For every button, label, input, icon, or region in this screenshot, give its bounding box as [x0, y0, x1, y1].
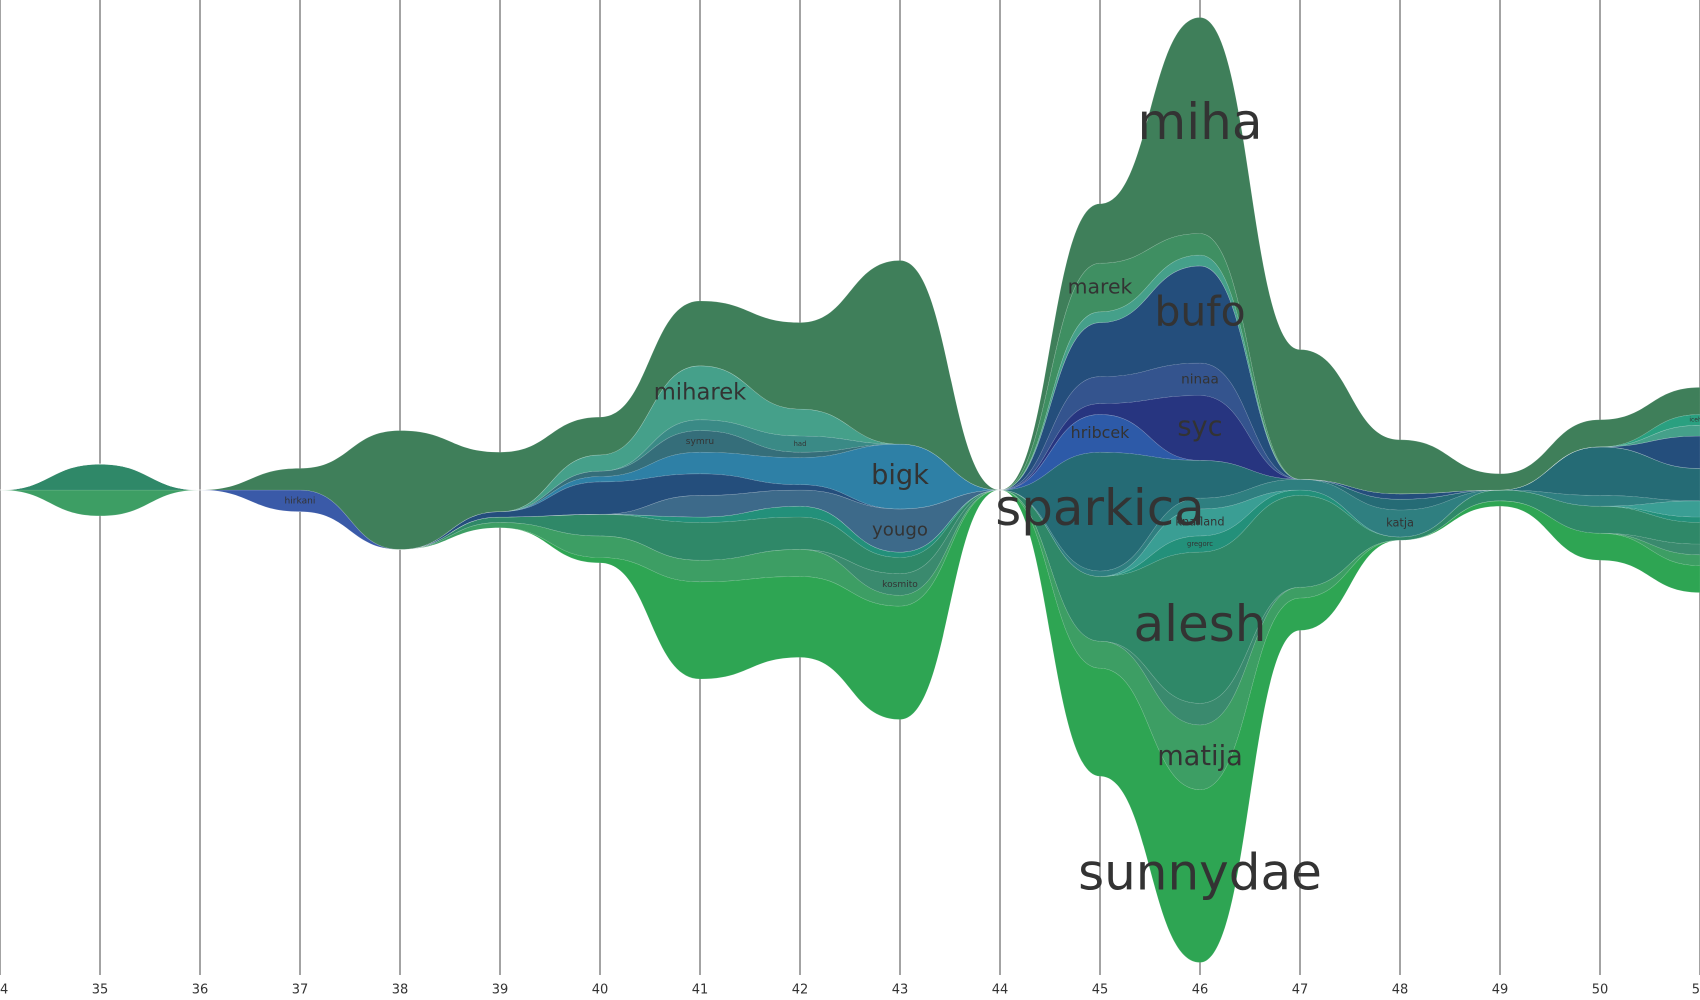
stream-layer — [0, 489, 1700, 963]
x-tick-label: 35 — [92, 983, 109, 998]
x-tick-label: 44 — [992, 983, 1009, 998]
x-tick-label: 39 — [492, 983, 509, 998]
stream-layer — [0, 463, 1700, 704]
x-tick-label: 41 — [692, 983, 709, 998]
legend-label: had — [794, 440, 807, 448]
x-tick-label: 36 — [192, 983, 209, 998]
stream-layer — [0, 489, 1700, 726]
legend-label: syc — [1177, 411, 1222, 442]
legend-label: matija — [1157, 741, 1243, 772]
x-tick-label: 43 — [892, 983, 909, 998]
x-tick-label: 46 — [1192, 983, 1209, 998]
legend-label: iceheki — [1689, 416, 1700, 423]
legend-label: knafland — [1175, 514, 1224, 528]
x-tick-label: 45 — [1092, 983, 1109, 998]
legend-label: sunnydae — [1078, 844, 1322, 902]
stream-layer — [0, 446, 1700, 572]
legend-label: kosmito — [882, 580, 918, 590]
legend-label: bigk — [871, 460, 929, 491]
stream-layer — [0, 489, 1700, 791]
legend-label: miharek — [654, 379, 747, 405]
x-tick-label: 51 — [1692, 983, 1700, 998]
legend-label: miha — [1138, 93, 1263, 151]
x-tick-label: 50 — [1592, 983, 1609, 998]
legend-label: marek — [1068, 275, 1133, 299]
legend-label: katja — [1386, 515, 1414, 529]
stream-layer — [0, 265, 1700, 550]
stream-layer — [0, 17, 1700, 550]
legend-label: bufo — [1154, 288, 1245, 336]
x-tick-label: 38 — [392, 983, 409, 998]
legend-label: sparkica — [995, 479, 1204, 537]
x-tick-label: 42 — [792, 983, 809, 998]
layers — [0, 17, 1700, 963]
x-tick-label: 40 — [592, 983, 609, 998]
legend-label: gregorc — [1187, 540, 1213, 548]
legend-label: hribcek — [1071, 423, 1131, 442]
legend-label: symru — [686, 437, 714, 447]
legend-label: alesh — [1133, 595, 1266, 653]
legend-label: hirkani — [285, 496, 316, 506]
labels: sunnydae matija kosmito alesh gregorc knaflan… — [285, 93, 1700, 902]
stream-layer — [0, 463, 1700, 577]
stream-layer — [0, 254, 1700, 550]
stream-layer — [0, 265, 1700, 550]
legend-label: ninaa — [1181, 371, 1219, 387]
x-tick-label: 48 — [1392, 983, 1409, 998]
x-tick-label: 49 — [1492, 983, 1509, 998]
x-tick-label: 34 — [0, 983, 8, 998]
x-tick-label: 47 — [1292, 983, 1309, 998]
x-tick-label: 37 — [292, 983, 309, 998]
legend-label: yougo — [872, 520, 928, 541]
